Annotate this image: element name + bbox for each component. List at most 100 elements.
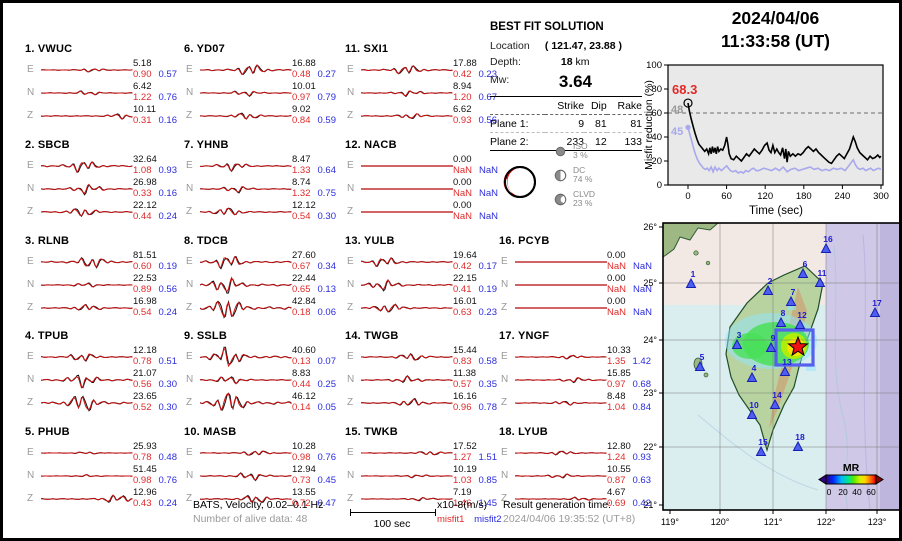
max-amplitude: 16.88 bbox=[292, 58, 316, 69]
channel-values: 0.00 NaN NaN bbox=[453, 177, 501, 199]
misfit2-value: 0.59 bbox=[317, 114, 337, 126]
svg-text:240: 240 bbox=[834, 191, 850, 202]
map-station-triangle-icon bbox=[685, 277, 697, 288]
channel-row-N: N 6.42 1.22 0.76 bbox=[21, 81, 179, 105]
component-label: Z bbox=[27, 110, 34, 121]
waveform-plot bbox=[361, 188, 453, 190]
event-datetime: 2024/04/06 11:33:58 (UT) bbox=[648, 7, 899, 53]
component-label: Z bbox=[347, 397, 354, 408]
channel-values: 12.18 0.78 0.51 bbox=[133, 345, 181, 367]
result-time-label: Result generation time: bbox=[503, 499, 611, 511]
misfit1-value: NaN bbox=[453, 164, 473, 176]
waveform-plot bbox=[361, 90, 453, 98]
channel-values: 15.44 0.83 0.58 bbox=[453, 345, 501, 367]
channel-row-N: N 8.94 1.20 0.67 bbox=[341, 81, 499, 105]
channel-row-Z: Z 12.12 0.54 0.30 bbox=[180, 200, 338, 224]
channel-values: 22.44 0.65 0.13 bbox=[292, 273, 340, 295]
misfit1-value: 0.78 bbox=[133, 355, 152, 367]
max-amplitude: 10.55 bbox=[607, 464, 631, 475]
channel-row-Z: Z 16.01 0.63 0.23 bbox=[341, 296, 499, 320]
station-title: 10. MASB bbox=[184, 426, 237, 438]
misfit2-legend-label: misfit2 bbox=[474, 514, 502, 525]
max-amplitude: 5.18 bbox=[133, 58, 152, 69]
misfit2-value: NaN bbox=[479, 210, 499, 222]
waveform-plot bbox=[41, 90, 133, 96]
waveform-plot bbox=[361, 65, 453, 75]
station-block-SSLB: 9. SSLB E 40.60 0.13 0.07 N 8.83 0.44 0.25 Z 46.12… bbox=[180, 310, 338, 412]
max-amplitude: 8.83 bbox=[292, 368, 311, 379]
max-amplitude: 22.53 bbox=[133, 273, 157, 284]
component-label: E bbox=[27, 256, 34, 267]
map-station-number: 11 bbox=[818, 268, 827, 278]
channel-values: 23.65 0.52 0.30 bbox=[133, 391, 181, 413]
waveform-plot bbox=[515, 376, 607, 384]
component-label: N bbox=[347, 279, 355, 290]
misfit2-value: 0.23 bbox=[478, 306, 498, 318]
component-label: N bbox=[347, 87, 355, 98]
station-title: 7. YHNB bbox=[184, 139, 229, 151]
map-station-number: 9 bbox=[771, 333, 776, 343]
waveform-plot bbox=[200, 300, 292, 319]
misfit1-value: 0.57 bbox=[453, 378, 472, 390]
channel-row-Z: Z 12.96 0.43 0.24 bbox=[21, 487, 179, 511]
channel-row-E: E 10.33 1.35 1.42 bbox=[495, 345, 653, 369]
misfit1-value: 0.44 bbox=[133, 210, 152, 222]
misfit1-value: 0.13 bbox=[292, 355, 311, 367]
channel-row-N: N 22.15 0.41 0.19 bbox=[341, 273, 499, 297]
svg-text:24°: 24° bbox=[643, 335, 657, 345]
event-time: 11:33:58 (UT) bbox=[721, 31, 830, 51]
max-amplitude: 23.65 bbox=[133, 391, 157, 402]
channel-row-E: E 15.44 0.83 0.58 bbox=[341, 345, 501, 369]
misfit1-value: 0.78 bbox=[133, 451, 152, 463]
misfit1-value: NaN bbox=[453, 187, 473, 199]
misfit1-value: 0.96 bbox=[453, 401, 472, 413]
mw-label: Mw: bbox=[490, 74, 510, 86]
component-label: Z bbox=[27, 493, 34, 504]
svg-text:80: 80 bbox=[651, 84, 662, 95]
col-rake: Rake bbox=[606, 96, 642, 115]
map-station-triangle-icon bbox=[731, 338, 743, 349]
component-label: Z bbox=[186, 397, 193, 408]
max-amplitude: 6.42 bbox=[133, 81, 152, 92]
channel-values: 10.01 0.97 0.79 bbox=[292, 81, 340, 103]
waveform-plot bbox=[361, 496, 453, 502]
misfit1-value: 0.43 bbox=[133, 497, 152, 509]
station-title: 1. VWUC bbox=[25, 43, 73, 55]
max-amplitude: 42.84 bbox=[292, 296, 316, 307]
component-label: Z bbox=[347, 110, 354, 121]
max-amplitude: 4.67 bbox=[607, 487, 626, 498]
max-amplitude: 12.80 bbox=[607, 441, 631, 452]
waveform-plot bbox=[200, 162, 292, 173]
max-amplitude: 9.02 bbox=[292, 104, 311, 115]
channel-row-Z: Z 22.12 0.44 0.24 bbox=[21, 200, 179, 224]
max-amplitude: 27.60 bbox=[292, 250, 316, 261]
station-title: 8. TDCB bbox=[184, 235, 229, 247]
map-station-number: 7 bbox=[791, 287, 796, 297]
channel-values: 12.94 0.73 0.45 bbox=[292, 464, 340, 486]
component-label: N bbox=[186, 183, 194, 194]
misfit2-value: 0.05 bbox=[317, 401, 337, 413]
location-row: Location ( 121.47, 23.88 ) bbox=[490, 40, 652, 52]
component-label: E bbox=[186, 256, 193, 267]
component-label: Z bbox=[186, 110, 193, 121]
map-station-number: 3 bbox=[737, 330, 742, 340]
channel-values: 10.28 0.98 0.76 bbox=[292, 441, 340, 463]
misfit1-value: 1.20 bbox=[453, 91, 472, 103]
svg-text:0: 0 bbox=[827, 487, 832, 497]
channel-row-Z: Z 46.12 0.14 0.05 bbox=[180, 391, 338, 415]
misfit1-value: 1.24 bbox=[607, 451, 626, 463]
misfit2-value: 0.13 bbox=[317, 283, 337, 295]
channel-row-Z: Z 8.48 1.04 0.84 bbox=[495, 391, 653, 415]
misfit2-value: 0.30 bbox=[317, 210, 337, 222]
channel-row-E: E 27.60 0.67 0.34 bbox=[180, 250, 338, 274]
result-time-value: 2024/04/06 19:35:52 (UT+8) bbox=[503, 513, 636, 525]
max-amplitude: 8.48 bbox=[607, 391, 626, 402]
component-label: N bbox=[186, 279, 194, 290]
misfit2-value: 0.56 bbox=[478, 114, 498, 126]
component-label: Z bbox=[501, 397, 508, 408]
max-amplitude: 6.62 bbox=[453, 104, 472, 115]
misfit1-value: NaN bbox=[607, 283, 627, 295]
station-title: 4. TPUB bbox=[25, 330, 69, 342]
misfit2-value: 0.19 bbox=[158, 260, 178, 272]
